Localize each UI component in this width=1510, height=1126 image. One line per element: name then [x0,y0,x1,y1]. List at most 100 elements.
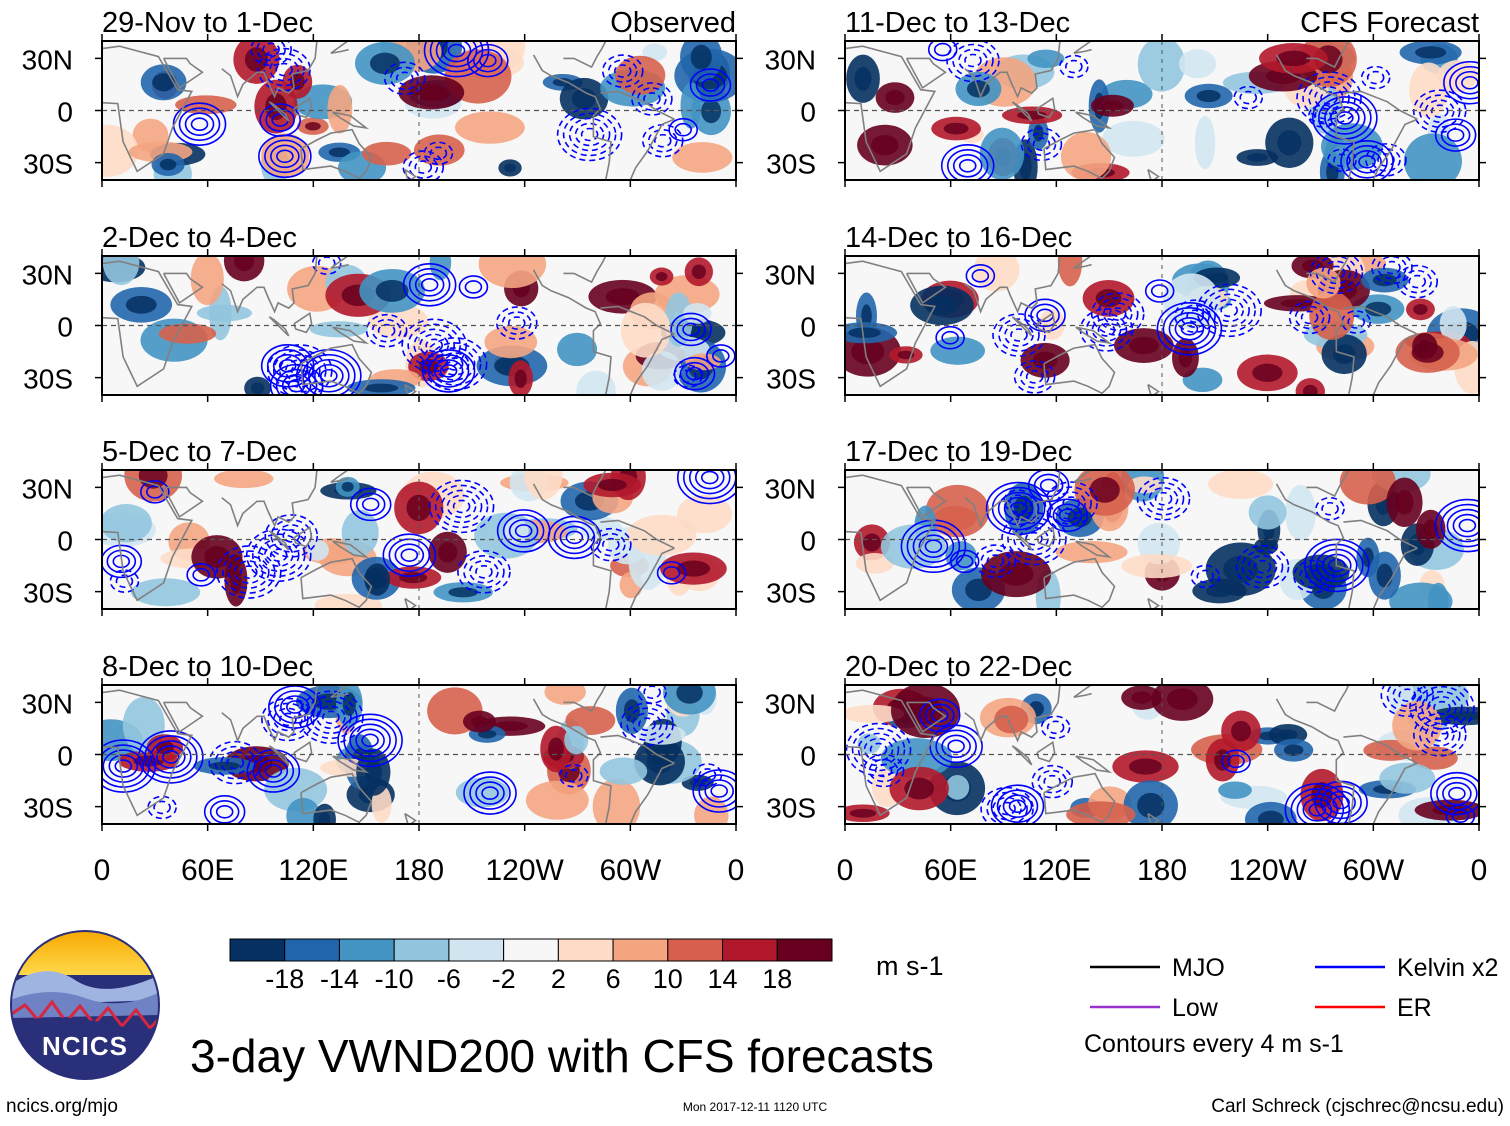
contour-line [1446,508,1479,543]
contour-line [1214,298,1244,323]
y-tick-label: 30S [766,578,816,609]
coastline [905,272,947,305]
y-tick-label: 0 [57,526,73,557]
contour-line [565,530,584,545]
anomaly-core [926,295,958,316]
anomaly-core [438,541,458,563]
contour-line [1108,307,1127,321]
contour-line [1418,94,1461,128]
coastline [1306,685,1350,713]
contour-line [670,312,712,347]
contour-line [695,73,726,97]
coastline [330,41,350,54]
anomaly-blob [327,85,353,134]
x-tick-label: 180 [394,854,444,887]
coastline [964,41,1061,99]
contour-line [434,484,489,529]
contour-line [262,42,280,57]
y-tick-label: 0 [800,526,816,557]
contour-line [469,776,511,810]
contour-line [1346,144,1388,179]
coastline [1073,41,1093,54]
contour-line [927,41,958,62]
contour-line [314,363,344,388]
anomaly-blob [130,578,201,607]
panel-source-label: CFS Forecast [1300,7,1479,39]
contour-line [676,317,706,342]
kelvin-contours [172,41,732,180]
anomaly-core [250,382,265,394]
contour-line [1052,503,1083,528]
contour-line [355,492,386,517]
panel-0-2: 30N 0 30S 5-Dec to 7-Dec [22,436,743,616]
contour-line [361,733,379,748]
coastline [905,57,947,90]
contour-line [1421,690,1463,725]
contour-line [1096,297,1139,331]
colorbar-cell [338,938,395,962]
anomaly-blob [190,256,224,306]
coastline [964,470,1061,528]
y-tick-label: 30S [23,793,73,824]
contour-line [601,54,644,88]
contour-line [1308,81,1350,115]
contour-line [1156,301,1223,356]
anomaly-blob [341,509,379,556]
contour-line [1300,310,1319,325]
anomaly-core [370,571,384,588]
contour-line [1303,538,1370,593]
contour-line [310,700,352,735]
coastline [1036,740,1056,763]
contour-line [258,759,289,783]
coastline [102,260,194,388]
contour-line [1174,316,1205,341]
contour-line [114,759,133,773]
contour-line [1148,486,1179,511]
colorbar-cell [557,938,614,962]
coastline [162,57,204,90]
coastline [1372,118,1418,180]
contour-line [463,555,505,589]
colorbar-cell [776,938,833,962]
contour-line [1396,264,1439,299]
y-tick-label: 30S [766,149,816,180]
anomaly-core [655,272,668,282]
anomaly-blob [544,685,586,705]
contour-line [918,534,949,559]
figure-title: 3-day VWND200 with CFS forecasts [190,1030,934,1082]
y-tick-label: 30N [765,44,816,75]
anomaly-core [448,587,479,598]
contour-line [1059,54,1089,79]
y-tick-label: 30S [766,793,816,824]
contour-line [1458,518,1477,533]
coastline [221,685,318,743]
anomaly-core [701,99,722,124]
coastline [332,111,370,130]
anomaly-core [908,696,943,725]
coastline [102,474,194,602]
contour-line [1440,503,1479,548]
contour-line [1314,86,1344,110]
panel-field [102,685,736,824]
coastline [1343,519,1418,549]
anomaly-core [943,122,969,135]
coastline [845,45,937,173]
anomaly-core [646,749,673,774]
contour-line [1007,516,1061,561]
contour-line [361,497,380,512]
anomaly-core [1277,130,1302,156]
contour-line [1010,328,1028,342]
contour-line [1451,809,1470,823]
contour-line [559,764,589,788]
contour-line [1436,776,1478,811]
anomaly-core [1252,363,1283,382]
anomaly-blob [1178,49,1217,79]
anomaly-blob [1218,781,1252,799]
legend-label: MJO [1172,954,1225,982]
contour-line [1386,685,1429,712]
coastline [629,547,675,609]
contour-line [559,525,590,550]
anomaly-core [998,562,1034,586]
coastline [964,256,1061,314]
coastline [330,470,350,483]
